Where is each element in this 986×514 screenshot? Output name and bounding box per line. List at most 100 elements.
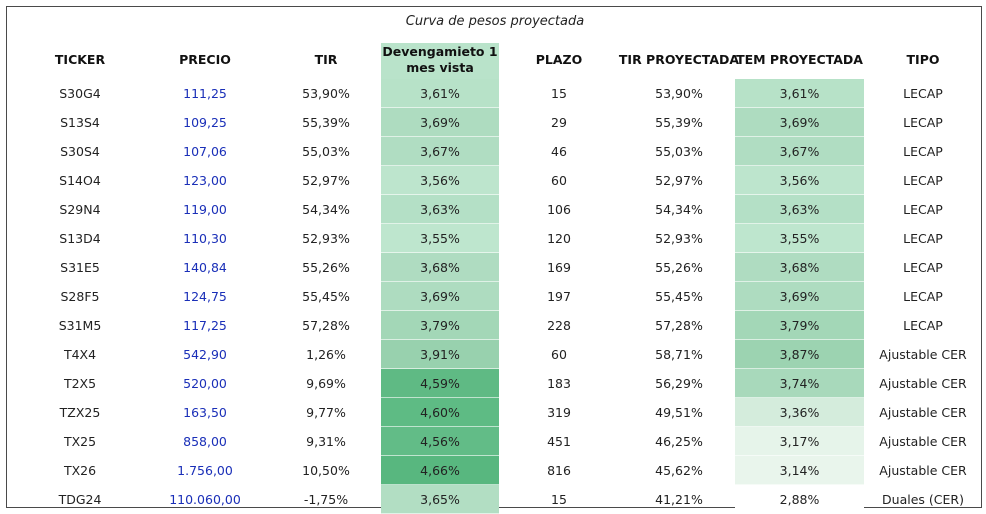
cell-ticker-s30g4: S30G4 [59,86,101,101]
cell-tem-proy-s31e5: 3,68% [735,253,864,282]
cell-tem-proy-tx25: 3,17% [735,427,864,456]
cell-tipo-s29n4: LECAP [903,202,943,217]
cell-tir-proy-tx25: 46,25% [655,434,703,449]
cell-dev-s31m5: 3,79% [381,311,499,340]
cell-tipo-t2x5: Ajustable CER [879,376,967,391]
cell-dev-s31e5: 3,68% [381,253,499,282]
cell-ticker-t2x5: T2X5 [63,376,97,391]
cell-tir-proy-s28f5: 55,45% [655,289,703,304]
cell-tipo-s30s4: LECAP [903,144,943,159]
cell-plazo-s29n4: 106 [547,202,571,217]
cell-tem-proy-s30g4: 3,61% [735,79,864,108]
cell-ticker-t4x4: T4X4 [63,347,97,362]
cell-plazo-s30g4: 15 [551,86,567,101]
cell-precio-s30g4: 111,25 [183,86,227,101]
cell-tir-s14o4: 52,97% [302,173,350,188]
cell-plazo-t2x5: 183 [547,376,571,391]
cell-plazo-tx26: 816 [547,463,571,478]
cell-tipo-s14o4: LECAP [903,173,943,188]
header-precio: PRECIO [179,52,231,67]
cell-plazo-s13s4: 29 [551,115,567,130]
cell-tir-s31m5: 57,28% [302,318,350,333]
cell-ticker-s31e5: S31E5 [60,260,100,275]
header-tir-proyectada: TIR PROYECTADA [618,52,740,67]
cell-ticker-s28f5: S28F5 [60,289,100,304]
cell-plazo-s14o4: 60 [551,173,567,188]
cell-tipo-tx25: Ajustable CER [879,434,967,449]
header-tir: TIR [314,52,338,67]
cell-precio-s13s4: 109,25 [183,115,227,130]
cell-tir-proy-s13s4: 55,39% [655,115,703,130]
cell-precio-t4x4: 542,90 [183,347,227,362]
cell-tipo-s31m5: LECAP [903,318,943,333]
cell-plazo-s13d4: 120 [547,231,571,246]
cell-precio-tx25: 858,00 [183,434,227,449]
cell-dev-tdg24: 3,65% [381,485,499,514]
cell-tipo-s13d4: LECAP [903,231,943,246]
cell-precio-tzx25: 163,50 [183,405,227,420]
cell-ticker-s14o4: S14O4 [59,173,101,188]
cell-precio-s31m5: 117,25 [183,318,227,333]
cell-tem-proy-s13d4: 3,55% [735,224,864,253]
cell-dev-t2x5: 4,59% [381,369,499,398]
cell-plazo-tzx25: 319 [547,405,571,420]
cell-ticker-s13d4: S13D4 [59,231,101,246]
cell-tir-tx26: 10,50% [302,463,350,478]
cell-tipo-s13s4: LECAP [903,115,943,130]
cell-precio-s14o4: 123,00 [183,173,227,188]
header-devengamiento-background [381,43,499,79]
cell-tem-proy-s30s4: 3,67% [735,137,864,166]
cell-tipo-t4x4: Ajustable CER [879,347,967,362]
cell-tir-s30g4: 53,90% [302,86,350,101]
cell-tipo-s31e5: LECAP [903,260,943,275]
cell-tir-s28f5: 55,45% [302,289,350,304]
cell-tir-s13s4: 55,39% [302,115,350,130]
cell-ticker-s31m5: S31M5 [58,318,102,333]
cell-plazo-s30s4: 46 [551,144,567,159]
cell-ticker-tdg24: TDG24 [58,492,102,507]
cell-tir-t2x5: 9,69% [306,376,346,391]
cell-tir-proy-s29n4: 54,34% [655,202,703,217]
cell-plazo-tx25: 451 [547,434,571,449]
cell-tem-proy-s13s4: 3,69% [735,108,864,137]
cell-tir-tdg24: -1,75% [303,492,349,507]
cell-dev-s30s4: 3,67% [381,137,499,166]
cell-tipo-s28f5: LECAP [903,289,943,304]
cell-plazo-t4x4: 60 [551,347,567,362]
cell-dev-s29n4: 3,63% [381,195,499,224]
cell-ticker-tx26: TX26 [63,463,97,478]
cell-tir-proy-s30s4: 55,03% [655,144,703,159]
cell-tem-proy-t2x5: 3,74% [735,369,864,398]
cell-dev-tx26: 4,66% [381,456,499,485]
cell-plazo-s28f5: 197 [547,289,571,304]
cell-tem-proy-s28f5: 3,69% [735,282,864,311]
table-title: Curva de pesos proyectada [405,14,585,29]
cell-tipo-tzx25: Ajustable CER [879,405,967,420]
cell-tipo-tx26: Ajustable CER [879,463,967,478]
header-tipo: TIPO [906,52,940,67]
cell-tem-proy-tzx25: 3,36% [735,398,864,427]
cell-tem-proy-s29n4: 3,63% [735,195,864,224]
header-plazo: PLAZO [535,52,583,67]
data-grid: TICKER PRECIO TIR Devengamieto 1 mes vista P… [7,7,983,514]
cell-tir-tzx25: 9,77% [306,405,346,420]
cell-precio-s29n4: 119,00 [183,202,227,217]
cell-tir-t4x4: 1,26% [306,347,346,362]
cell-ticker-s29n4: S29N4 [59,202,101,217]
cell-tir-s31e5: 55,26% [302,260,350,275]
cell-tipo-s30g4: LECAP [903,86,943,101]
cell-tem-proy-s14o4: 3,56% [735,166,864,195]
cell-plazo-s31e5: 169 [547,260,571,275]
cell-ticker-s13s4: S13S4 [60,115,100,130]
cell-tir-proy-tzx25: 49,51% [655,405,703,420]
cell-dev-s13d4: 3,55% [381,224,499,253]
table-frame: Curva de pesos proyectada TICKER PRECIO TI… [6,6,983,514]
header-devengamiento: Devengamieto 1 mes vista [382,44,498,75]
cell-dev-s28f5: 3,69% [381,282,499,311]
cell-tir-proy-t2x5: 56,29% [655,376,703,391]
cell-precio-s13d4: 110,30 [183,231,227,246]
cell-dev-tzx25: 4,60% [381,398,499,427]
cell-ticker-tzx25: TZX25 [59,405,101,420]
cell-precio-s30s4: 107,06 [183,144,227,159]
cell-dev-t4x4: 3,91% [381,340,499,369]
